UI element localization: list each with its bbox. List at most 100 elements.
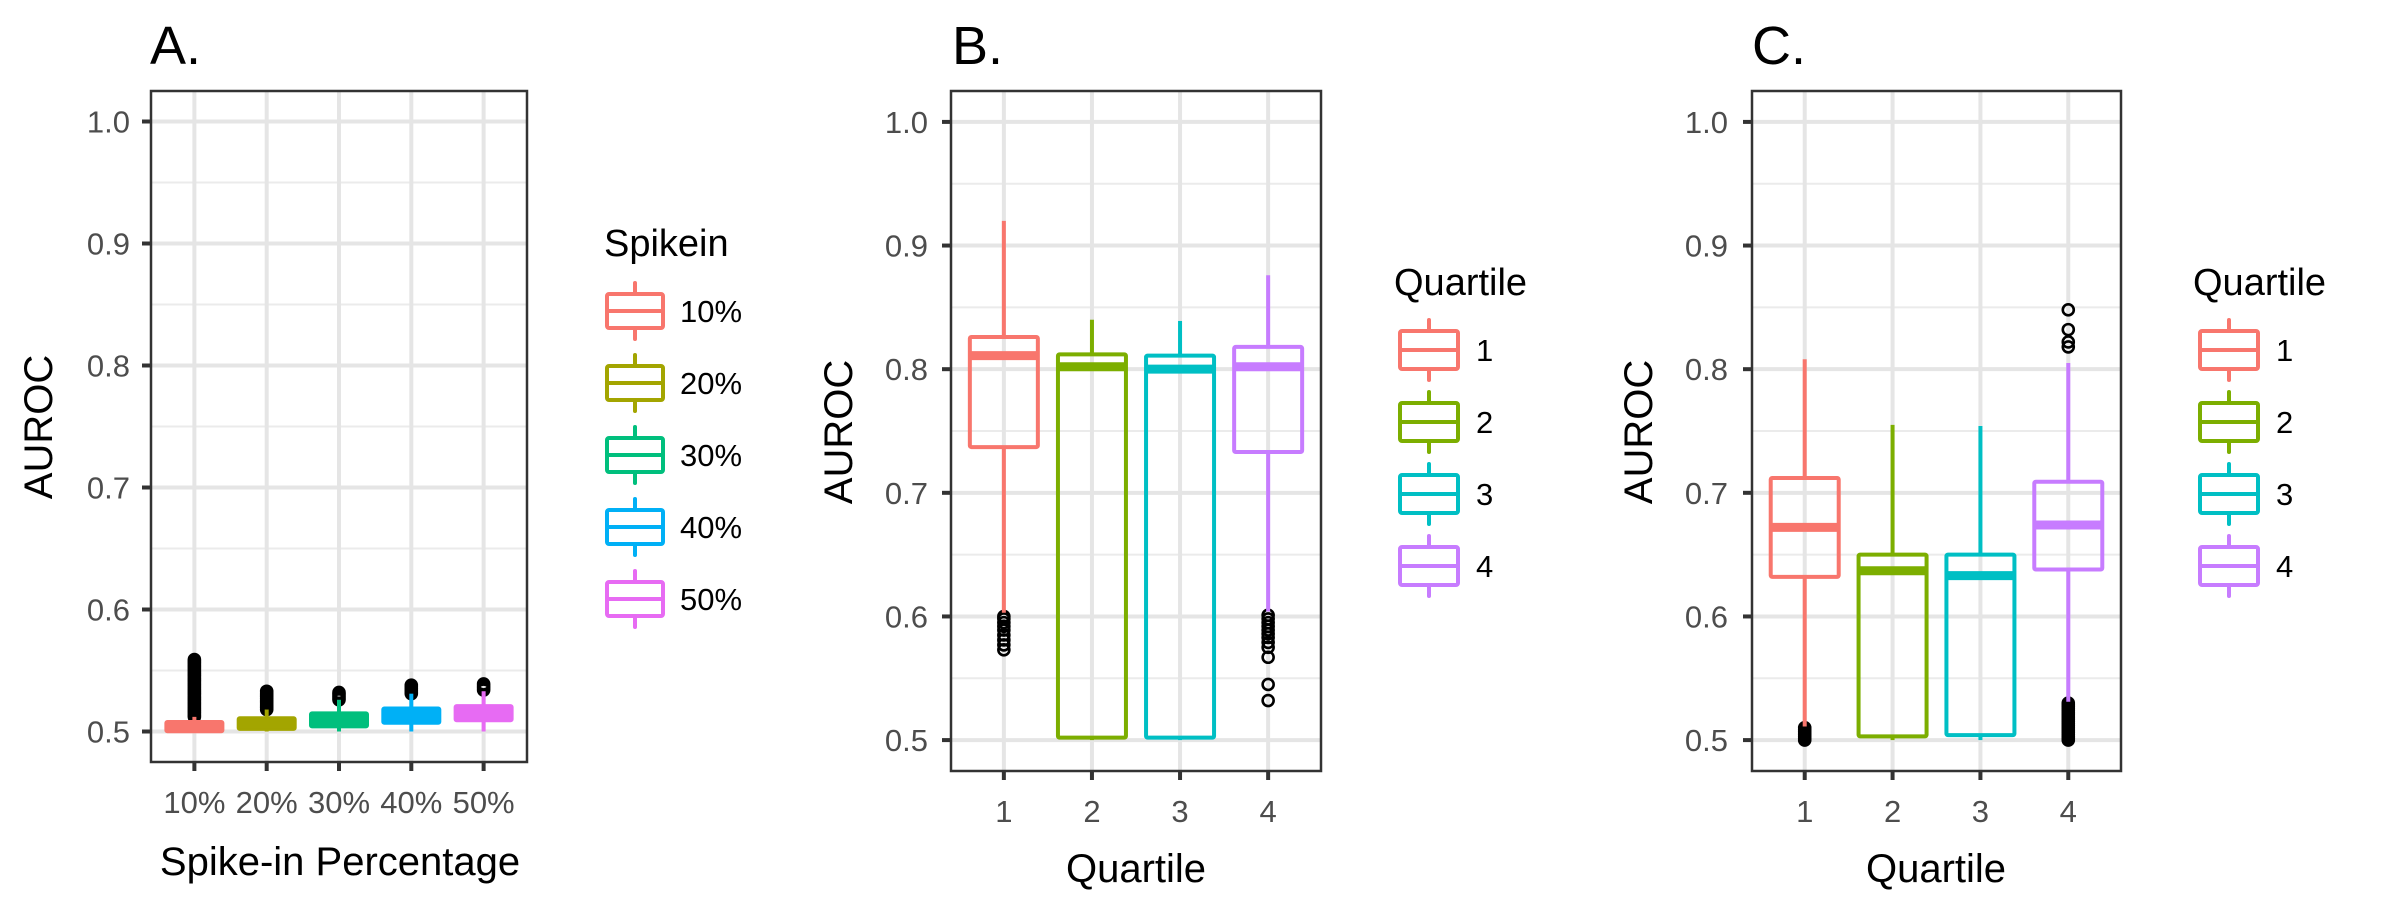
legend-label: 3 bbox=[1476, 477, 1493, 512]
y-tick-label: 0.8 bbox=[1685, 352, 1728, 387]
legend-label: 10% bbox=[680, 294, 742, 329]
legend-key bbox=[605, 569, 665, 629]
legend-label: 2 bbox=[1476, 405, 1493, 440]
x-tick-label: 30% bbox=[308, 785, 370, 820]
x-tick-label: 20% bbox=[236, 785, 298, 820]
x-tick-label: 3 bbox=[1171, 794, 1188, 829]
x-axis: 1 2 3 4 bbox=[1796, 771, 2077, 829]
box-1 bbox=[967, 220, 1040, 657]
box-marks bbox=[1768, 303, 2105, 747]
box-30pct bbox=[309, 685, 369, 732]
y-axis: 0.5 0.6 0.7 0.8 0.9 1.0 bbox=[87, 105, 151, 750]
legend-key bbox=[605, 281, 665, 341]
legend-label: 2 bbox=[2276, 405, 2293, 440]
grid bbox=[951, 91, 1321, 771]
outlier-point bbox=[1261, 635, 1275, 650]
y-tick-label: 0.5 bbox=[87, 715, 130, 750]
box-20pct bbox=[236, 684, 297, 732]
x-axis: 10% 20% 30% 40% 50% bbox=[163, 762, 515, 820]
box-marks bbox=[967, 220, 1305, 741]
legend-key bbox=[2198, 318, 2260, 382]
box-1 bbox=[1768, 359, 1841, 747]
y-tick-label: 0.8 bbox=[87, 349, 130, 384]
y-tick-label: 1.0 bbox=[87, 105, 130, 140]
x-tick-label: 4 bbox=[1260, 794, 1277, 829]
x-axis-title: Quartile bbox=[1066, 847, 1206, 891]
plot-frame bbox=[1750, 89, 2123, 773]
legend-key bbox=[2198, 534, 2260, 598]
box-3 bbox=[1944, 426, 2017, 741]
y-tick-label: 0.5 bbox=[1685, 723, 1728, 758]
outlier-point bbox=[1261, 650, 1275, 665]
legend-label: 3 bbox=[2276, 477, 2293, 512]
legend-label: 1 bbox=[2276, 333, 2293, 368]
legend-key bbox=[1398, 318, 1460, 382]
legend-key bbox=[1398, 462, 1460, 526]
legend-label: 4 bbox=[2276, 549, 2293, 584]
box-3 bbox=[1144, 320, 1217, 741]
x-tick-label: 40% bbox=[380, 785, 442, 820]
box-marks bbox=[164, 652, 514, 734]
x-tick-label: 10% bbox=[163, 785, 225, 820]
legend-label: 50% bbox=[680, 582, 742, 617]
legend-key bbox=[2198, 390, 2260, 454]
y-tick-label: 0.5 bbox=[885, 723, 928, 758]
legend: Spikein 10% 20% 30% 40% 50% bbox=[604, 223, 742, 629]
outlier-point bbox=[997, 643, 1011, 657]
x-tick-label: 50% bbox=[453, 785, 515, 820]
panel-label: B. bbox=[952, 16, 1003, 76]
outlier-point bbox=[2061, 322, 2076, 337]
box-4 bbox=[1232, 275, 1305, 708]
box-body bbox=[453, 704, 514, 723]
legend-label: 20% bbox=[680, 366, 742, 401]
x-tick-label: 2 bbox=[1083, 794, 1100, 829]
outlier-point bbox=[2061, 303, 2076, 317]
x-axis-title: Quartile bbox=[1866, 847, 2006, 891]
box-body bbox=[164, 719, 225, 734]
x-tick-label: 1 bbox=[1796, 794, 1813, 829]
y-axis-title: AUROC bbox=[817, 360, 861, 504]
box-body bbox=[1944, 552, 2017, 738]
box-10pct bbox=[164, 652, 225, 734]
outlier-point bbox=[404, 678, 419, 692]
x-axis-title: Spike-in Percentage bbox=[160, 840, 520, 884]
x-tick-label: 3 bbox=[1972, 794, 1989, 829]
y-tick-label: 0.6 bbox=[87, 593, 130, 628]
x-tick-label: 4 bbox=[2060, 794, 2077, 829]
y-tick-label: 0.6 bbox=[1685, 599, 1728, 634]
legend-title: Quartile bbox=[1394, 262, 1527, 304]
legend-key bbox=[605, 353, 665, 413]
panel-label: A. bbox=[150, 16, 201, 76]
y-axis: 0.5 0.6 0.7 0.8 0.9 1.0 bbox=[1685, 105, 1752, 758]
legend-label: 1 bbox=[1476, 333, 1493, 368]
outlier-point bbox=[2061, 340, 2076, 354]
y-tick-label: 0.9 bbox=[87, 227, 130, 262]
box-body bbox=[1232, 344, 1305, 455]
legend-label: 40% bbox=[680, 510, 742, 545]
legend-key bbox=[2198, 462, 2260, 526]
legend-key bbox=[605, 425, 665, 485]
panel-b: B. 0.5 0.6 0.7 0.8 0.9 1.0 1 2 3 4 AUROC Quartil… bbox=[817, 16, 1527, 891]
plot-frame bbox=[949, 89, 1323, 773]
panel-a: A. 0.5 0.6 0.7 0.8 0.9 1.0 10% 20% 30% 40% 50% AU… bbox=[17, 16, 742, 884]
y-axis-title: AUROC bbox=[17, 355, 61, 499]
panel-c: C. 0.5 0.6 0.7 0.8 0.9 1.0 1 2 3 4 AUROC Quartil… bbox=[1617, 16, 2326, 891]
box-40pct bbox=[381, 678, 442, 732]
outlier-point bbox=[476, 677, 491, 691]
legend: Quartile 1 2 3 4 bbox=[2193, 262, 2326, 598]
outlier-point bbox=[997, 638, 1011, 652]
y-tick-label: 0.9 bbox=[1685, 229, 1728, 264]
y-tick-label: 0.9 bbox=[885, 229, 928, 264]
outlier-point bbox=[2061, 335, 2076, 349]
legend-label: 30% bbox=[680, 438, 742, 473]
box-body bbox=[1144, 353, 1217, 740]
legend-key bbox=[1398, 534, 1460, 598]
box-body bbox=[309, 711, 369, 729]
legend: Quartile 1 2 3 4 bbox=[1394, 262, 1527, 598]
y-tick-label: 0.6 bbox=[885, 599, 928, 634]
box-4 bbox=[2032, 303, 2105, 747]
y-tick-label: 1.0 bbox=[885, 105, 928, 140]
box-body bbox=[381, 706, 442, 725]
x-tick-label: 1 bbox=[995, 794, 1012, 829]
